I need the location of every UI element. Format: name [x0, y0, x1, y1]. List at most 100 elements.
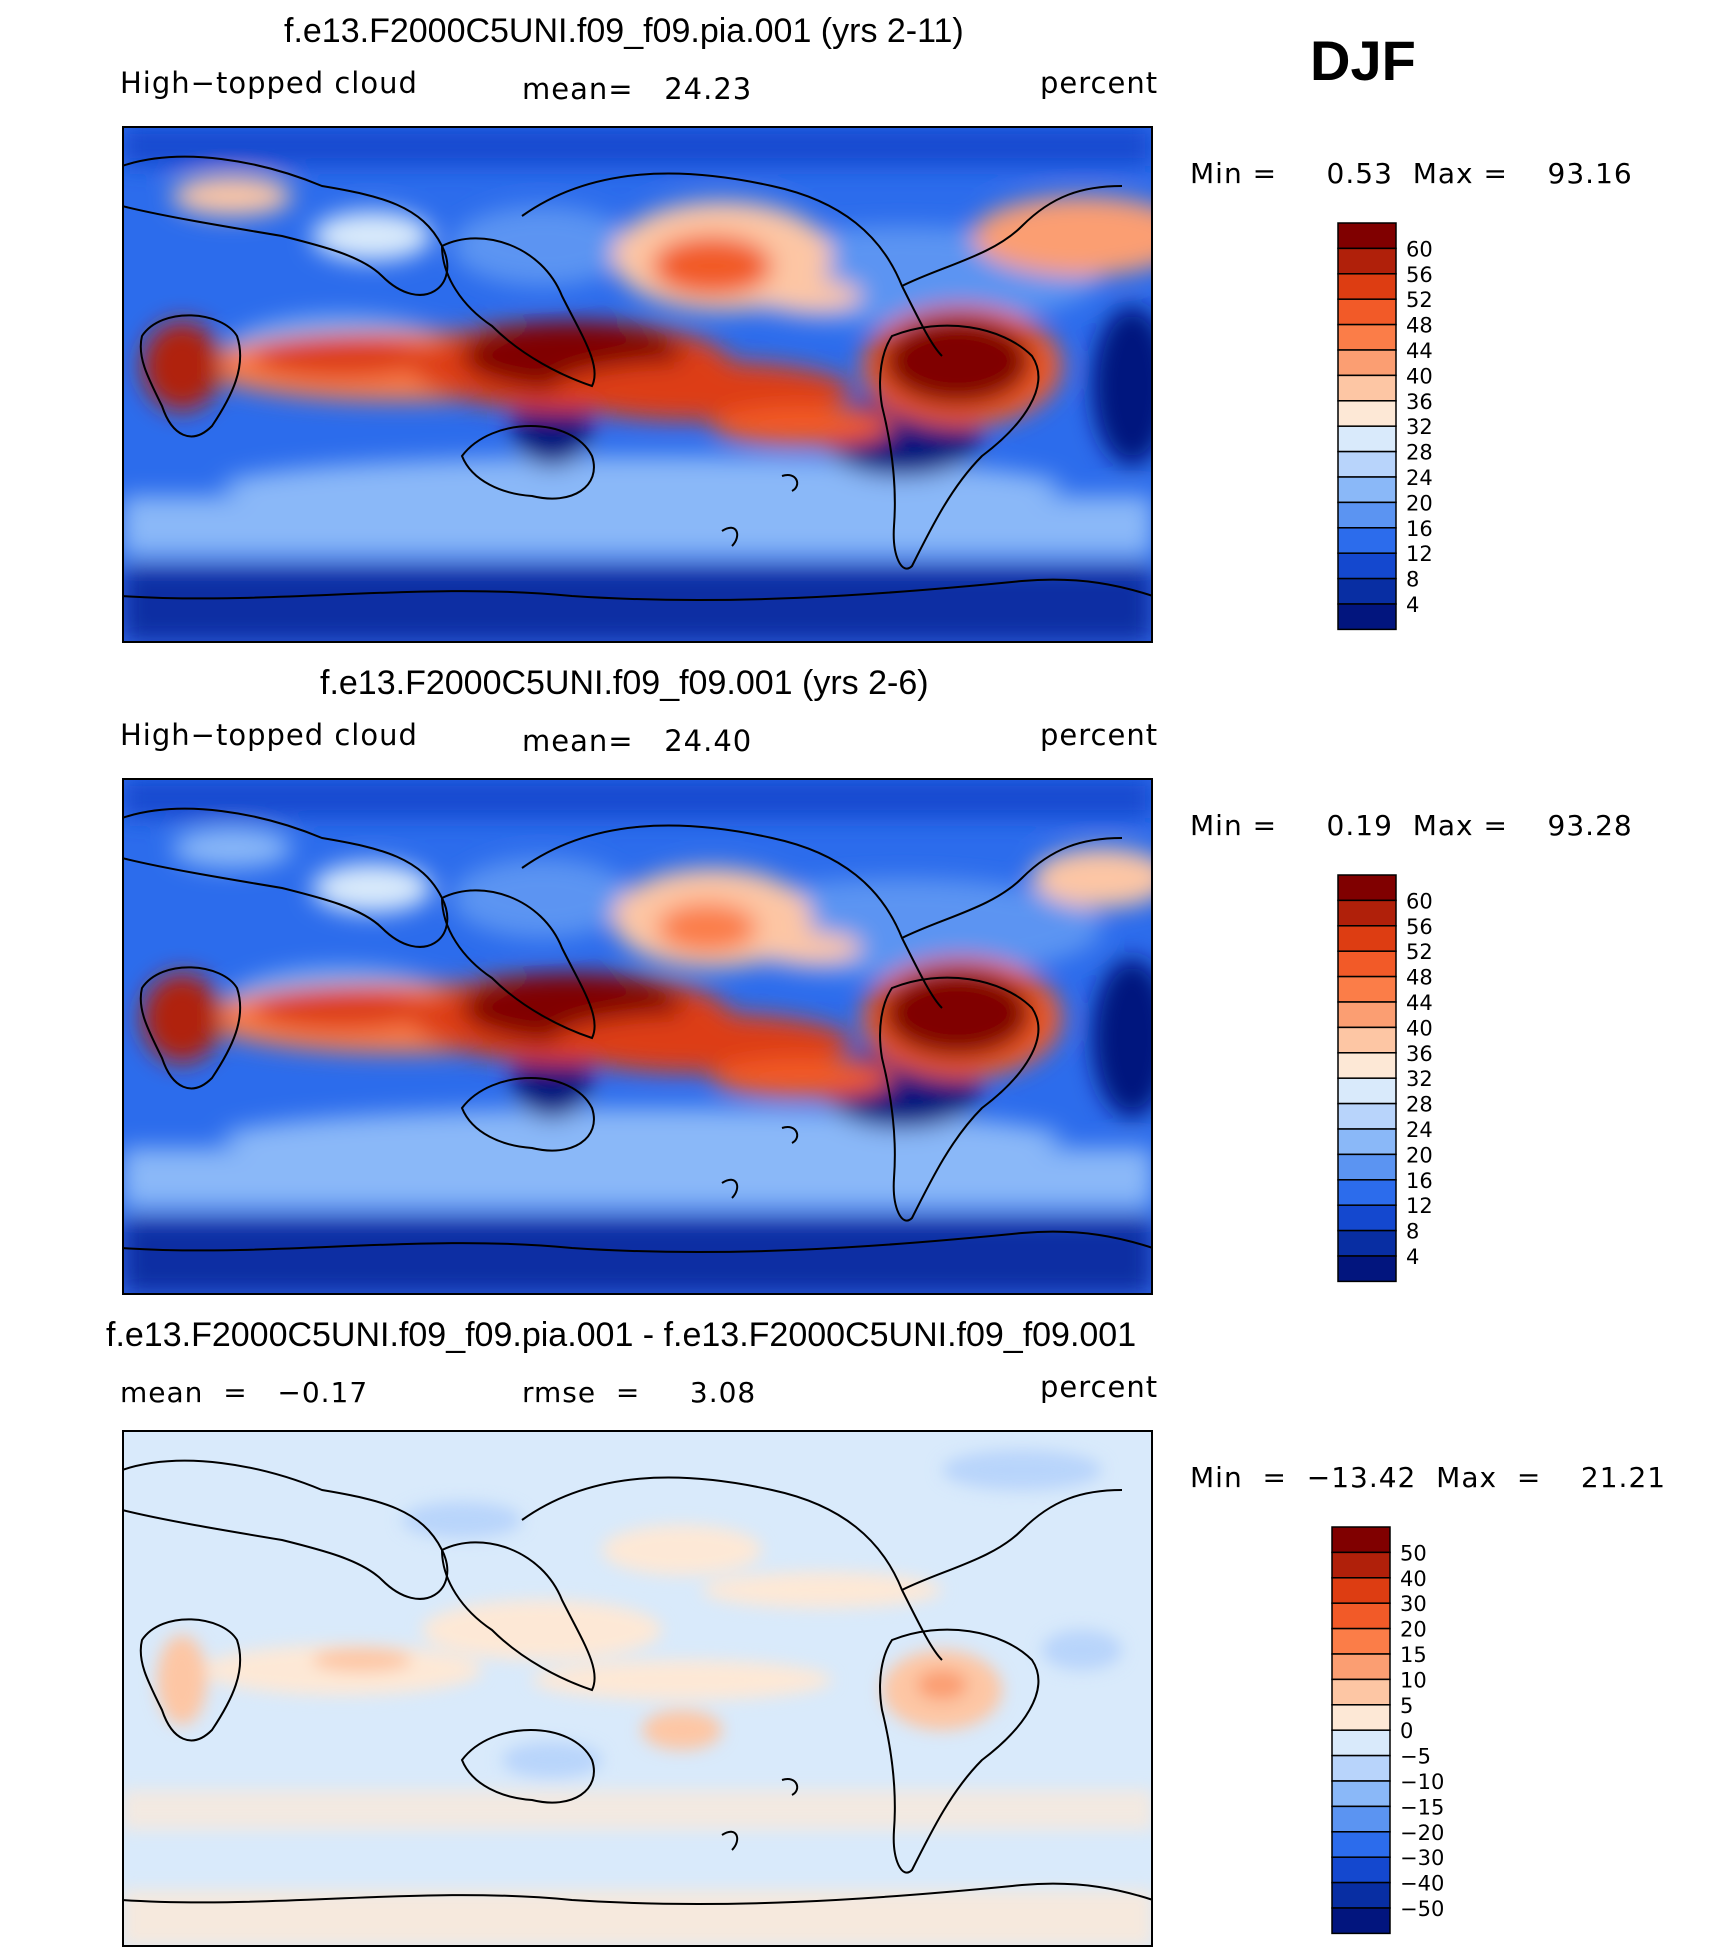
colorbar-swatch: [1337, 1179, 1397, 1206]
panel2-left-label: High−topped cloud: [120, 718, 418, 752]
colorbar-swatch: [1337, 1255, 1397, 1283]
panel1-min-max: Min = 0.53 Max = 93.16: [1190, 157, 1633, 190]
colorbar-swatch: [1331, 1907, 1391, 1935]
colorbar-tick-label: 48: [1406, 966, 1433, 990]
panel1-map: [122, 126, 1153, 643]
panel3-rmse-label: rmse = 3.08: [522, 1376, 757, 1409]
colorbar-swatch: [1331, 1729, 1391, 1757]
colorbar-swatch: [1337, 425, 1397, 453]
panel1-units-label: percent: [1040, 66, 1159, 100]
colorbar-swatch: [1337, 1153, 1397, 1181]
colorbar-swatch: [1337, 603, 1397, 631]
colorbar-tick-label: 24: [1406, 1118, 1433, 1142]
colorbar-swatch: [1331, 1678, 1391, 1706]
colorbar-swatch: [1337, 273, 1397, 300]
colorbar-tick-label: 28: [1406, 1093, 1433, 1117]
colorbar-swatch: [1331, 1831, 1391, 1858]
colorbar-tick-label: −15: [1400, 1795, 1444, 1819]
colorbar-tick-label: 32: [1406, 415, 1433, 439]
colorbar-swatch: [1337, 899, 1397, 927]
colorbar-swatch: [1337, 950, 1397, 978]
panel2-min-max: Min = 0.19 Max = 93.28: [1190, 809, 1633, 842]
colorbar-swatch: [1337, 476, 1397, 504]
panel3-mean-label: mean = −0.17: [120, 1376, 369, 1409]
colorbar-swatch: [1331, 1780, 1391, 1808]
colorbar-swatch: [1331, 1856, 1391, 1884]
colorbar-swatch: [1331, 1653, 1391, 1681]
colorbar-tick-label: −5: [1400, 1745, 1431, 1769]
colorbar-tick-label: 20: [1406, 491, 1433, 515]
colorbar-tick-label: −50: [1400, 1897, 1444, 1921]
panel1-colorbar-swatches: [1337, 222, 1397, 631]
colorbar-tick-label: 20: [1406, 1143, 1433, 1167]
colorbar-swatch: [1331, 1627, 1391, 1655]
colorbar-swatch: [1337, 1102, 1397, 1130]
colorbar-swatch: [1337, 349, 1397, 377]
panel1-title: f.e13.F2000C5UNI.f09_f09.pia.001 (yrs 2-…: [284, 12, 964, 50]
colorbar-tick-label: 20: [1400, 1618, 1427, 1642]
colorbar-tick-label: 36: [1406, 390, 1433, 414]
colorbar-swatch: [1337, 1052, 1397, 1079]
colorbar-tick-label: 0: [1400, 1719, 1413, 1743]
colorbar-swatch: [1337, 450, 1397, 478]
colorbar-tick-label: 48: [1406, 314, 1433, 338]
colorbar-swatch: [1337, 298, 1397, 326]
colorbar-tick-label: 30: [1400, 1592, 1427, 1616]
colorbar-swatch: [1337, 1001, 1397, 1029]
colorbar-swatch: [1337, 874, 1397, 902]
colorbar-swatch: [1337, 527, 1397, 554]
colorbar-swatch: [1331, 1551, 1391, 1579]
colorbar-swatch: [1337, 247, 1397, 275]
colorbar-tick-label: 52: [1406, 288, 1433, 312]
colorbar-tick-label: 44: [1406, 991, 1433, 1015]
colorbar-swatch: [1337, 1229, 1397, 1257]
colorbar-tick-label: 16: [1406, 1169, 1433, 1193]
colorbar-tick-label: −40: [1400, 1872, 1444, 1896]
panel2-colorbar-swatches: [1337, 874, 1397, 1283]
colorbar-tick-label: 5: [1400, 1694, 1413, 1718]
colorbar-tick-label: −10: [1400, 1770, 1444, 1794]
colorbar-swatch: [1337, 577, 1397, 605]
panel3-title: f.e13.F2000C5UNI.f09_f09.pia.001 - f.e13…: [106, 1316, 1137, 1354]
panel1-left-label: High−topped cloud: [120, 66, 418, 100]
colorbar-tick-label: 40: [1406, 1016, 1433, 1040]
colorbar-swatch: [1331, 1704, 1391, 1731]
colorbar-tick-label: 4: [1406, 593, 1419, 617]
colorbar-swatch: [1331, 1754, 1391, 1782]
colorbar-swatch: [1337, 975, 1397, 1003]
colorbar-tick-label: 56: [1406, 263, 1433, 287]
colorbar-tick-label: 24: [1406, 466, 1433, 490]
panel2-units-label: percent: [1040, 718, 1159, 752]
panel3-map: [122, 1430, 1153, 1947]
colorbar-tick-label: 8: [1406, 1220, 1419, 1244]
colorbar-tick-label: 16: [1406, 517, 1433, 541]
panel3-min-max: Min = −13.42 Max = 21.21: [1190, 1461, 1667, 1494]
colorbar-tick-label: 4: [1406, 1245, 1419, 1269]
colorbar-tick-label: 36: [1406, 1042, 1433, 1066]
colorbar-tick-label: 12: [1406, 542, 1433, 566]
colorbar-swatch: [1337, 1026, 1397, 1054]
colorbar-swatch: [1331, 1805, 1391, 1833]
colorbar-swatch: [1337, 374, 1397, 402]
colorbar-tick-label: −30: [1400, 1846, 1444, 1870]
colorbar-tick-label: 56: [1406, 915, 1433, 939]
colorbar-swatch: [1337, 1204, 1397, 1232]
colorbar-tick-label: 40: [1400, 1567, 1427, 1591]
colorbar-tick-label: 32: [1406, 1067, 1433, 1091]
colorbar-tick-label: 12: [1406, 1194, 1433, 1218]
colorbar-swatch: [1331, 1881, 1391, 1909]
colorbar-tick-label: −20: [1400, 1821, 1444, 1845]
panel3-units-label: percent: [1040, 1370, 1159, 1404]
season-label: DJF: [1310, 29, 1416, 92]
panel2-map: [122, 778, 1153, 1295]
colorbar-tick-label: 15: [1400, 1643, 1427, 1667]
colorbar-swatch: [1331, 1602, 1391, 1630]
panel2-mean-label: mean= 24.40: [522, 724, 753, 758]
panel2-title: f.e13.F2000C5UNI.f09_f09.001 (yrs 2-6): [320, 664, 929, 702]
colorbar-tick-label: 52: [1406, 940, 1433, 964]
colorbar-swatch: [1337, 1128, 1397, 1156]
colorbar-tick-label: 40: [1406, 364, 1433, 388]
